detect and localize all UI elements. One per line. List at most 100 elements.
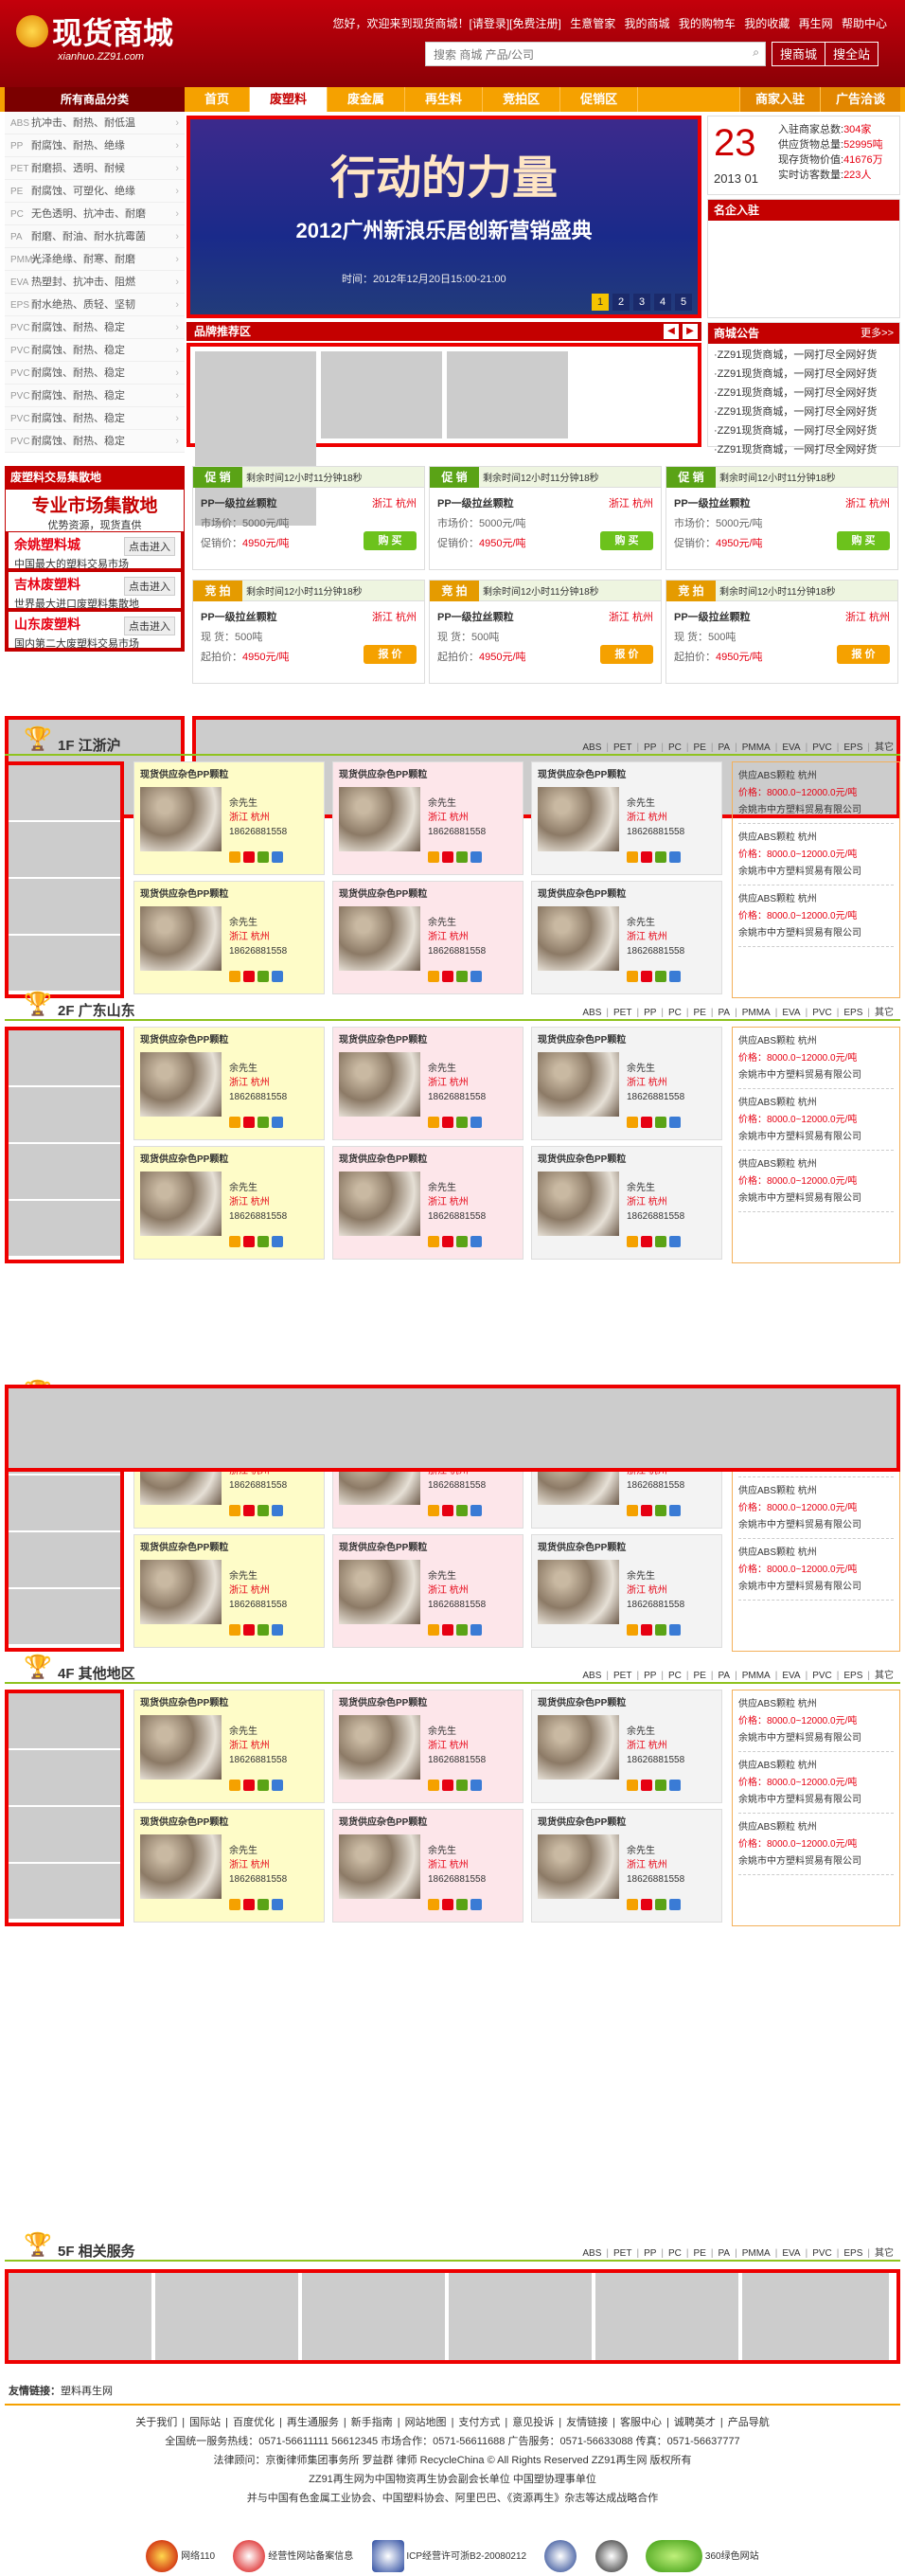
footer-link[interactable]: 客服中心	[620, 2417, 662, 2428]
brand-slot[interactable]	[321, 351, 442, 438]
floor-tag[interactable]: ABS	[582, 1008, 609, 1018]
product-title[interactable]: 现货供应杂色PP颗粒	[140, 1817, 229, 1828]
nav-recycled[interactable]: 再生料	[405, 87, 484, 112]
product-title[interactable]: 现货供应杂色PP颗粒	[339, 770, 428, 780]
floor-ad-slot[interactable]	[9, 936, 120, 993]
nav-home[interactable]: 首页	[185, 87, 251, 112]
category-item[interactable]: PET 耐磨损、透明、耐候 ›	[5, 157, 185, 180]
buy-button[interactable]: 购 买	[600, 531, 653, 550]
product-image[interactable]	[140, 787, 222, 851]
service-slot[interactable]	[742, 2273, 889, 2360]
floor-ad-slot[interactable]	[9, 879, 120, 936]
buy-button[interactable]: 购 买	[364, 531, 417, 550]
promo-auction-card[interactable]: 竞 拍剩余时间12小时11分钟18秒 PP一级拉丝颗粒 浙江 杭州现 货：500吨起…	[665, 580, 898, 684]
product-image[interactable]	[140, 1834, 222, 1899]
category-item[interactable]: PVC耐腐蚀、耐热、稳定 ›	[5, 316, 185, 339]
supply-item[interactable]: 供应ABS颗粒 杭州价格：8000.0~12000.0元/吨余姚市中方塑料贸易有…	[738, 1483, 894, 1539]
product-image[interactable]	[140, 1715, 222, 1780]
top-link-mymall[interactable]: 我的商城	[624, 17, 670, 30]
nav-ad-contact[interactable]: 广告洽谈	[819, 87, 900, 112]
floor-tag[interactable]: PP	[644, 2248, 664, 2259]
market-shandong[interactable]: 山东废塑料 点击进入 国内第二大废塑料交易市场	[5, 612, 185, 652]
product-title[interactable]: 现货供应杂色PP颗粒	[140, 889, 229, 900]
floor-tag[interactable]: EPS	[843, 1008, 870, 1018]
product-image[interactable]	[538, 1560, 619, 1624]
floor-ad-slot[interactable]	[9, 822, 120, 879]
floor-ad-slot[interactable]	[9, 1476, 120, 1532]
floor-ad-slot[interactable]	[9, 1201, 120, 1258]
floor-tag[interactable]: PA	[718, 1671, 736, 1681]
notice-item[interactable]: ·ZZ91现货商城，一网打尽全网好货	[714, 368, 878, 380]
main-banner[interactable]: 行动的力量 2012广州新浪乐居创新营销盛典 时间：2012年12月20日15:…	[186, 116, 701, 318]
floor-tag[interactable]: PA	[718, 742, 736, 753]
category-item[interactable]: PVC耐腐蚀、耐热、稳定 ›	[5, 362, 185, 385]
product-title[interactable]: 现货供应杂色PP颗粒	[538, 1698, 627, 1708]
product-card[interactable]: 现货供应杂色PP颗粒余先生浙江 杭州 18626881558	[133, 761, 325, 875]
product-card[interactable]: 现货供应杂色PP颗粒余先生浙江 杭州 18626881558	[133, 1809, 325, 1923]
floor-tag[interactable]: PE	[694, 742, 714, 753]
product-title[interactable]: 现货供应杂色PP颗粒	[339, 1817, 428, 1828]
floor-tag[interactable]: PC	[668, 2248, 689, 2259]
product-title[interactable]: 现货供应杂色PP颗粒	[538, 1543, 627, 1553]
promo-sale-card[interactable]: 促 销剩余时间12小时11分钟18秒 PP一级拉丝颗粒 浙江 杭州 市场价：5000元…	[192, 466, 425, 570]
floor-ad-slot[interactable]	[9, 1144, 120, 1201]
qq-chat-icon[interactable]	[669, 1236, 681, 1247]
promo-product-name[interactable]: PP一级拉丝颗粒	[674, 498, 751, 510]
category-item[interactable]: EPS 耐水绝热、质轻、坚韧 ›	[5, 294, 185, 316]
footer-link[interactable]: 诚聘英才	[673, 2417, 716, 2428]
product-image[interactable]	[339, 1172, 420, 1236]
floor-tag[interactable]: PVC	[812, 2248, 839, 2259]
product-card[interactable]: 现货供应杂色PP颗粒余先生浙江 杭州 18626881558	[133, 1690, 325, 1803]
category-item[interactable]: PVC耐腐蚀、耐热、稳定 ›	[5, 339, 185, 362]
nav-waste-metal[interactable]: 废金属	[328, 87, 406, 112]
search-all-button[interactable]: 搜全站	[825, 42, 879, 66]
top-link-favorites[interactable]: 我的收藏	[744, 17, 790, 30]
bid-button[interactable]: 报 价	[600, 645, 653, 664]
floor-ad-slot[interactable]	[9, 1532, 120, 1589]
icp-record-icon[interactable]: 经营性网站备案信息	[233, 2538, 353, 2576]
floor-tag[interactable]: PMMA	[742, 1008, 778, 1018]
product-card[interactable]: 现货供应杂色PP颗粒余先生浙江 杭州 18626881558	[133, 1027, 325, 1140]
floor-tag[interactable]: ABS	[582, 1671, 609, 1681]
police-badge-icon[interactable]: 网络110	[146, 2538, 215, 2576]
supply-item[interactable]: 供应ABS颗粒 杭州价格：8000.0~12000.0元/吨余姚市中方塑料贸易有…	[738, 1545, 894, 1601]
floor-tag[interactable]: PE	[694, 1671, 714, 1681]
qq-chat-icon[interactable]	[470, 851, 482, 863]
service-slot[interactable]	[155, 2273, 302, 2360]
service-slot[interactable]	[449, 2273, 595, 2360]
banner-dot[interactable]: 3	[633, 294, 650, 311]
qq-chat-icon[interactable]	[272, 1505, 283, 1516]
banner-dot[interactable]: 1	[592, 294, 609, 311]
qq-chat-icon[interactable]	[272, 1899, 283, 1910]
qq-chat-icon[interactable]	[669, 971, 681, 982]
footer-link[interactable]: 关于我们	[135, 2417, 178, 2428]
product-image[interactable]	[538, 1172, 619, 1236]
supply-item[interactable]: 供应ABS颗粒 杭州价格：8000.0~12000.0元/吨余姚市中方塑料贸易有…	[738, 1156, 894, 1212]
category-item[interactable]: PA 耐磨、耐油、耐水抗霉菌 ›	[5, 225, 185, 248]
product-image[interactable]	[140, 906, 222, 971]
welcome-login-link[interactable]: 您好，欢迎来到现货商城！[请登录][免费注册]	[332, 17, 561, 30]
product-card[interactable]: 现货供应杂色PP颗粒余先生浙江 杭州 18626881558	[133, 1534, 325, 1648]
supply-item[interactable]: 供应ABS颗粒 杭州价格：8000.0~12000.0元/吨余姚市中方塑料贸易有…	[738, 1033, 894, 1089]
product-card[interactable]: 现货供应杂色PP颗粒余先生浙江 杭州 18626881558	[332, 761, 523, 875]
floor-tag[interactable]: PE	[694, 2248, 714, 2259]
footer-link[interactable]: 国际站	[189, 2417, 222, 2428]
floor-ad-slot[interactable]	[9, 1693, 120, 1750]
product-card[interactable]: 现货供应杂色PP颗粒余先生浙江 杭州 18626881558	[531, 881, 722, 994]
floor-tag[interactable]: PMMA	[742, 742, 778, 753]
promo-product-name[interactable]: PP一级拉丝颗粒	[201, 498, 277, 510]
product-image[interactable]	[538, 906, 619, 971]
promo-product-name[interactable]: PP一级拉丝颗粒	[201, 612, 277, 623]
product-title[interactable]: 现货供应杂色PP颗粒	[339, 889, 428, 900]
floor-tag[interactable]: 其它	[875, 1008, 894, 1018]
qq-chat-icon[interactable]	[669, 1624, 681, 1636]
qq-chat-icon[interactable]	[470, 1117, 482, 1128]
cyber-police-icon[interactable]	[544, 2538, 577, 2576]
floor-ad-slot[interactable]	[9, 765, 120, 822]
floor-tag[interactable]: EPS	[843, 1671, 870, 1681]
search-mall-button[interactable]: 搜商城	[772, 42, 826, 66]
buy-button[interactable]: 购 买	[837, 531, 890, 550]
floor-tag[interactable]: PP	[644, 742, 664, 753]
floor-ad-slot[interactable]	[9, 1589, 120, 1646]
floor-tag[interactable]: PET	[613, 742, 639, 753]
